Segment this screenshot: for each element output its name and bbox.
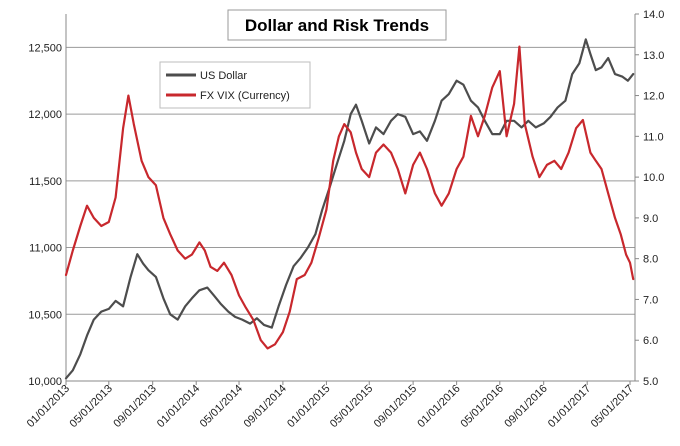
x-tick-label: 05/01/2015	[328, 383, 375, 430]
x-tick-label: 05/01/2016	[458, 383, 505, 430]
y-left-tick-label: 10,500	[28, 309, 62, 321]
x-tick-label: 01/01/2016	[415, 383, 462, 430]
x-tick-label: 01/01/2014	[155, 383, 202, 430]
y-right-tick-label: 9.0	[643, 213, 658, 225]
series-line-fx-vix	[64, 45, 635, 350]
y-right-tick-label: 11.0	[643, 131, 664, 143]
series-line-us-dollar	[64, 38, 635, 380]
y-left-tick-label: 10,000	[28, 376, 62, 388]
y-right-tick-label: 10.0	[643, 172, 664, 184]
axis-layer: 10,000 10,500 11,000 11,500 12,000 12,500 5.0 6…	[25, 9, 665, 430]
y-right-tick-label: 14.0	[643, 9, 664, 21]
y-right-tick-label: 13.0	[643, 50, 664, 62]
legend-label-us-dollar: US Dollar	[200, 70, 247, 82]
chart-title-box: Dollar and Risk Trends	[227, 9, 447, 41]
y-right-tick-label: 8.0	[643, 254, 658, 266]
x-tick-label: 05/01/2014	[198, 383, 245, 430]
legend: US Dollar FX VIX (Currency)	[159, 61, 311, 109]
x-tick-label: 01/01/2015	[285, 383, 332, 430]
x-tick-label: 09/01/2016	[502, 383, 549, 430]
legend-label-fx-vix: FX VIX (Currency)	[200, 90, 290, 102]
y-left-tick-label: 11,000	[29, 243, 62, 255]
y-left-tick-label: 11,500	[29, 176, 62, 188]
y-right-tick-label: 7.0	[643, 294, 658, 306]
grid-layer	[66, 46, 635, 382]
y-left-tick-label: 12,500	[28, 42, 62, 54]
x-tick-label: 09/01/2014	[242, 383, 289, 430]
y-right-tick-label: 6.0	[643, 335, 658, 347]
x-tick-label: 09/01/2013	[111, 383, 158, 430]
x-tick-label: 01/01/2017	[546, 383, 593, 430]
x-tick-label: 01/01/2013	[25, 383, 72, 430]
series-layer	[64, 38, 635, 380]
x-tick-label: 05/01/2017	[589, 383, 636, 430]
y-left-tick-label: 12,000	[28, 109, 62, 121]
y-right-tick-label: 12.0	[643, 91, 664, 103]
chart-title: Dollar and Risk Trends	[245, 16, 429, 35]
x-tick-label: 05/01/2013	[68, 383, 115, 430]
x-tick-label: 09/01/2015	[372, 383, 419, 430]
y-right-tick-label: 5.0	[643, 376, 658, 388]
